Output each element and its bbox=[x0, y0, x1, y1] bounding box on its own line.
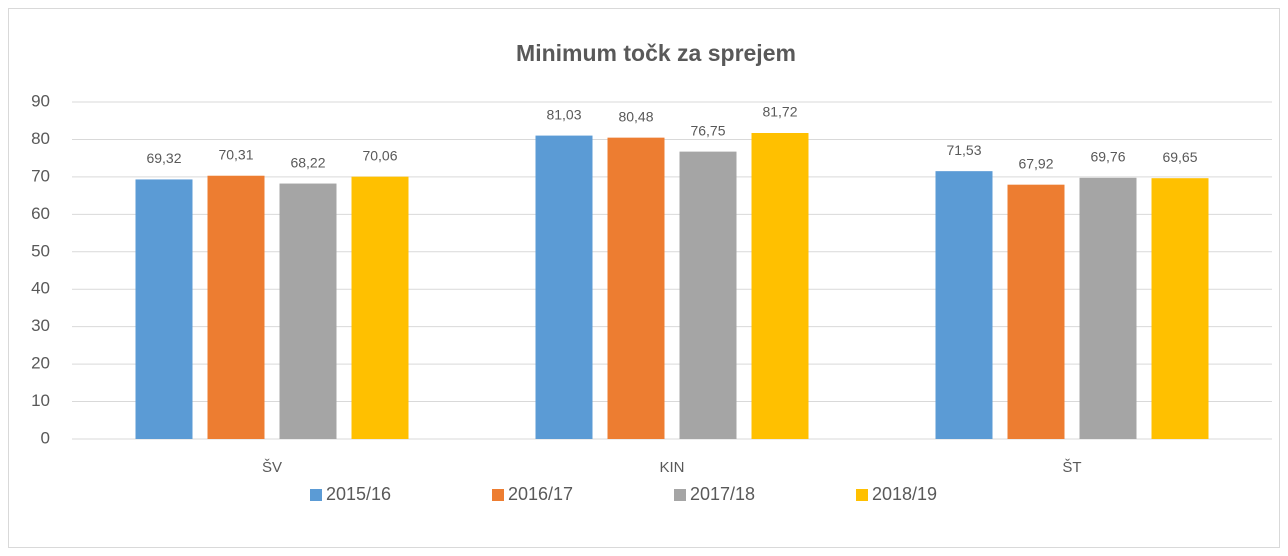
bar bbox=[135, 179, 193, 439]
x-tick-label: ŠT bbox=[1062, 459, 1081, 476]
y-tick-label: 40 bbox=[31, 279, 50, 298]
y-tick-label: 60 bbox=[31, 204, 50, 223]
bar bbox=[935, 171, 993, 439]
data-label: 69,65 bbox=[1162, 149, 1197, 165]
y-tick-label: 70 bbox=[31, 166, 50, 185]
y-tick-label: 30 bbox=[31, 316, 50, 335]
y-tick-label: 80 bbox=[31, 129, 50, 148]
y-tick-label: 10 bbox=[31, 391, 50, 410]
y-tick-label: 90 bbox=[31, 91, 50, 110]
legend-swatch bbox=[492, 489, 504, 501]
bar bbox=[1151, 178, 1209, 439]
data-label: 70,06 bbox=[362, 147, 397, 163]
y-tick-label: 0 bbox=[41, 428, 50, 447]
chart-title: Minimum točk za sprejem bbox=[516, 40, 796, 66]
x-tick-label: KIN bbox=[659, 459, 684, 476]
data-label: 69,32 bbox=[146, 150, 181, 166]
legend-label: 2015/16 bbox=[326, 484, 391, 504]
legend-swatch bbox=[674, 489, 686, 501]
bar bbox=[1079, 177, 1137, 440]
data-label: 67,92 bbox=[1018, 155, 1053, 171]
bar bbox=[607, 137, 665, 440]
legend-label: 2016/17 bbox=[508, 484, 573, 504]
bar bbox=[1007, 184, 1065, 439]
data-label: 76,75 bbox=[690, 122, 725, 138]
data-label: 80,48 bbox=[618, 108, 653, 124]
bar bbox=[207, 175, 265, 440]
bar bbox=[535, 135, 593, 440]
data-label: 70,31 bbox=[218, 146, 253, 162]
legend-label: 2018/19 bbox=[872, 484, 937, 504]
legend-label: 2017/18 bbox=[690, 484, 755, 504]
bar bbox=[679, 151, 737, 439]
bar bbox=[751, 133, 809, 439]
data-label: 81,03 bbox=[546, 106, 581, 122]
data-label: 68,22 bbox=[290, 154, 325, 170]
data-label: 81,72 bbox=[762, 104, 797, 120]
y-tick-label: 20 bbox=[31, 354, 50, 373]
bar bbox=[351, 176, 409, 439]
legend-swatch bbox=[856, 489, 868, 501]
legend-swatch bbox=[310, 489, 322, 501]
bar bbox=[279, 183, 337, 439]
data-label: 71,53 bbox=[946, 142, 981, 158]
y-tick-label: 50 bbox=[31, 241, 50, 260]
x-tick-label: ŠV bbox=[262, 459, 282, 476]
data-label: 69,76 bbox=[1090, 148, 1125, 164]
